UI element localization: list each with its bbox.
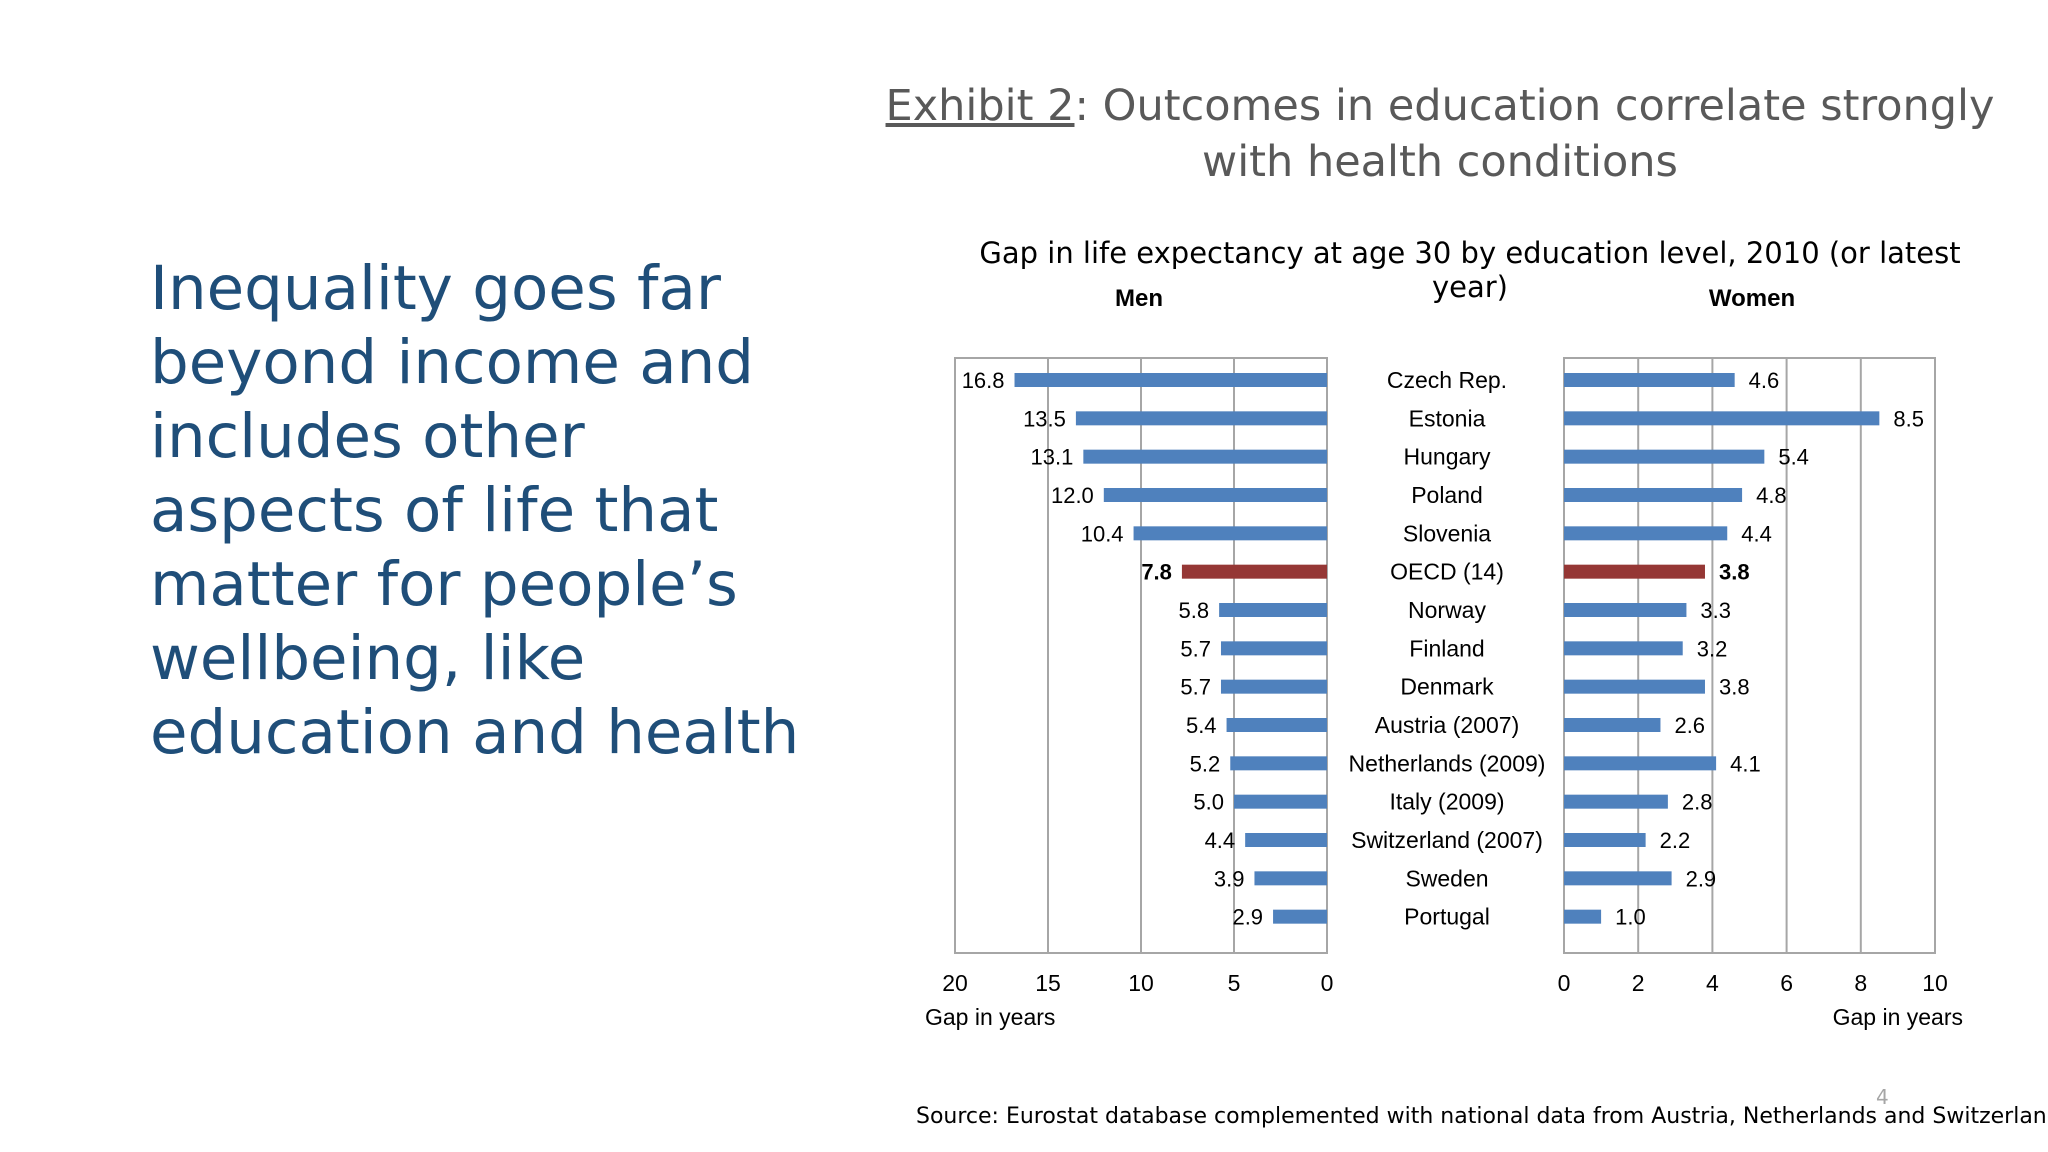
- men-bar: [1181, 564, 1327, 579]
- men-bar: [1083, 449, 1327, 464]
- women-plot-frame: [1563, 357, 1936, 954]
- men-data-label: 13.1: [1031, 445, 1074, 470]
- men-data-label: 5.8: [1179, 598, 1210, 623]
- women-data-label: 4.6: [1749, 368, 1780, 393]
- women-bar: [1564, 756, 1717, 771]
- men-bar: [1230, 756, 1327, 771]
- women-data-label: 3.2: [1697, 636, 1728, 661]
- body-text: Inequality goes far beyond income and in…: [150, 253, 800, 768]
- women-bar: [1564, 833, 1646, 847]
- men-data-label: 4.4: [1205, 828, 1236, 853]
- category-label: Sweden: [1405, 865, 1488, 891]
- women-data-label: 3.8: [1719, 675, 1750, 700]
- women-data-label: 2.2: [1660, 828, 1691, 853]
- category-label: Portugal: [1404, 904, 1490, 930]
- women-panel-title: Women: [1709, 285, 1795, 312]
- category-label: Austria (2007): [1375, 712, 1519, 738]
- men-data-label: 16.8: [962, 368, 1005, 393]
- women-tick-label: 4: [1706, 970, 1719, 996]
- source-note: Source: Eurostat database complemented w…: [916, 1104, 2048, 1129]
- category-label: Italy (2009): [1389, 789, 1504, 815]
- women-data-label: 2.6: [1674, 713, 1705, 738]
- category-label: OECD (14): [1390, 559, 1504, 585]
- men-tick-label: 0: [1321, 970, 1334, 996]
- men-bar: [1219, 603, 1327, 617]
- women-data-label: 8.5: [1893, 406, 1924, 431]
- women-tick-label: 0: [1558, 970, 1571, 996]
- women-bar: [1564, 794, 1668, 809]
- chart-subtitle: Gap in life expectancy at age 30 by educ…: [979, 236, 1961, 304]
- men-tick-label: 20: [942, 970, 968, 996]
- women-bar: [1564, 373, 1735, 387]
- men-data-label: 10.4: [1081, 521, 1124, 546]
- men-tick-label: 15: [1035, 970, 1061, 996]
- women-tick-label: 6: [1780, 970, 1793, 996]
- men-panel-title: Men: [1115, 285, 1163, 312]
- women-tick-label: 8: [1854, 970, 1867, 996]
- men-data-label: 5.4: [1186, 713, 1217, 738]
- men-bar: [1254, 871, 1327, 886]
- women-bar: [1564, 526, 1728, 541]
- men-bar: [1245, 833, 1327, 847]
- men-bar: [1273, 909, 1327, 924]
- category-label: Hungary: [1404, 444, 1491, 470]
- category-label: Estonia: [1409, 405, 1486, 431]
- women-bar: [1564, 909, 1602, 924]
- women-bar: [1564, 871, 1672, 886]
- category-label: Finland: [1409, 635, 1484, 661]
- women-data-label: 5.4: [1778, 445, 1809, 470]
- men-bar: [1220, 641, 1327, 656]
- category-label: Slovenia: [1403, 520, 1491, 546]
- page-number: 4: [1876, 1085, 1889, 1109]
- men-bar: [1220, 679, 1327, 694]
- men-bar: [1075, 411, 1327, 426]
- men-data-label: 5.7: [1180, 675, 1211, 700]
- men-bar: [1234, 794, 1327, 809]
- women-data-label: 3.8: [1719, 560, 1750, 585]
- women-bar: [1564, 718, 1661, 732]
- category-label: Norway: [1408, 597, 1486, 623]
- men-data-label: 3.9: [1214, 866, 1245, 891]
- category-label: Poland: [1411, 482, 1483, 508]
- slide-title: Exhibit 2: Outcomes in education correla…: [880, 78, 2000, 190]
- men-data-label: 2.9: [1232, 905, 1263, 930]
- men-tick-label: 5: [1228, 970, 1241, 996]
- category-label: Switzerland (2007): [1351, 827, 1543, 853]
- women-data-label: 2.9: [1686, 866, 1717, 891]
- women-tick-label: 10: [1922, 970, 1948, 996]
- men-data-label: 5.7: [1180, 636, 1211, 661]
- women-data-label: 2.8: [1682, 790, 1713, 815]
- men-bar: [1103, 488, 1327, 502]
- women-bar: [1564, 411, 1880, 426]
- women-bar: [1564, 603, 1687, 617]
- title-text: : Outcomes in education correlate strong…: [1074, 81, 1995, 187]
- exhibit-link[interactable]: Exhibit 2: [885, 81, 1075, 131]
- women-bar: [1564, 488, 1743, 502]
- men-data-label: 7.8: [1141, 560, 1172, 585]
- women-axis-label: Gap in years: [1833, 1004, 1963, 1030]
- women-data-label: 3.3: [1700, 598, 1731, 623]
- women-bar: [1564, 679, 1705, 694]
- women-bar: [1564, 449, 1765, 464]
- category-label: Denmark: [1400, 674, 1494, 700]
- women-data-label: 4.4: [1741, 521, 1772, 546]
- women-bar: [1564, 564, 1705, 579]
- category-label: Netherlands (2009): [1349, 750, 1546, 776]
- men-data-label: 12.0: [1051, 483, 1094, 508]
- men-data-label: 13.5: [1023, 406, 1066, 431]
- men-bar: [1014, 373, 1327, 387]
- women-bar: [1564, 641, 1683, 656]
- men-data-label: 5.0: [1193, 790, 1224, 815]
- women-tick-label: 2: [1632, 970, 1645, 996]
- men-bar: [1133, 526, 1327, 541]
- men-axis-label: Gap in years: [925, 1004, 1055, 1030]
- men-data-label: 5.2: [1190, 751, 1221, 776]
- women-data-label: 1.0: [1615, 905, 1646, 930]
- men-bar: [1226, 718, 1327, 732]
- category-label: Czech Rep.: [1387, 367, 1507, 393]
- women-data-label: 4.8: [1756, 483, 1787, 508]
- women-data-label: 4.1: [1730, 751, 1761, 776]
- men-tick-label: 10: [1128, 970, 1154, 996]
